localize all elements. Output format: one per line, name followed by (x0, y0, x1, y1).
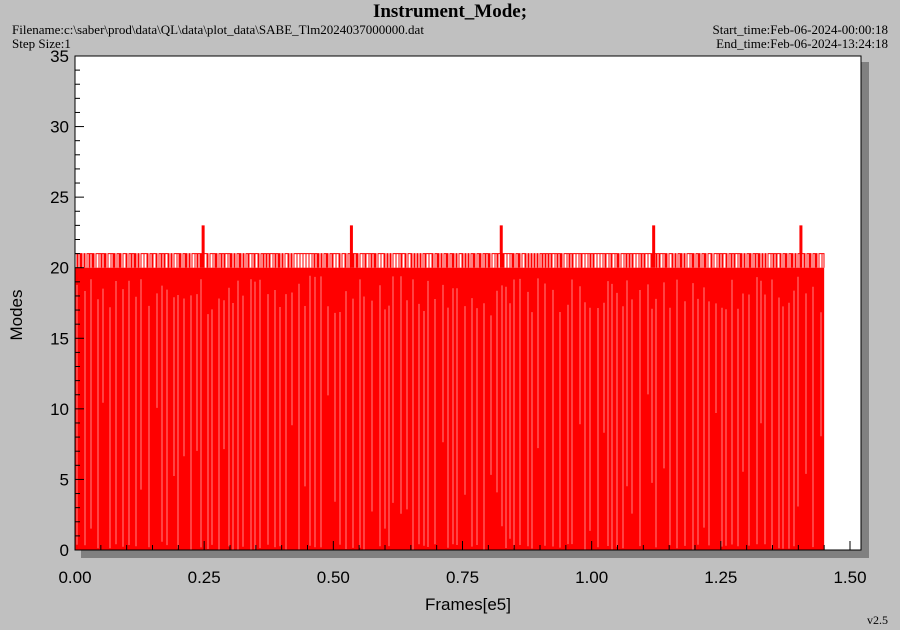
filename-label: Filename:c:\saber\prod\data\QL\data\plot… (12, 22, 424, 37)
x-axis-label: Frames[e5] (425, 595, 511, 614)
x-tick-label: 0.75 (446, 568, 479, 587)
x-tick-label: 1.25 (704, 568, 737, 587)
step-size-label: Step Size:1 (12, 36, 71, 51)
y-tick-label: 10 (50, 400, 69, 419)
series-fill (75, 267, 825, 550)
x-tick-label: 0.50 (317, 568, 350, 587)
y-tick-label: 5 (60, 470, 69, 489)
y-tick-label: 35 (50, 47, 69, 66)
y-tick-label: 25 (50, 188, 69, 207)
series-oscillation (74, 253, 825, 268)
series-spike-0 (201, 225, 205, 268)
x-tick-label: 1.00 (575, 568, 608, 587)
start-time-label: Start_time:Feb-06-2024-00:00:18 (712, 22, 888, 37)
series-spike-1 (349, 225, 353, 268)
end-time-label: End_time:Feb-06-2024-13:24:18 (716, 36, 888, 51)
series-spike-2 (499, 225, 503, 268)
series-instrument-mode (74, 225, 825, 550)
y-tick-label: 0 (60, 541, 69, 560)
y-axis-label: Modes (7, 289, 26, 340)
series-spike-4 (799, 225, 803, 268)
version-label: v2.5 (867, 613, 888, 627)
chart-title: Instrument_Mode; (372, 1, 528, 22)
x-tick-label: 1.50 (833, 568, 866, 587)
y-tick-label: 20 (50, 259, 69, 278)
x-tick-label: 0.25 (188, 568, 221, 587)
x-tick-label: 0.00 (58, 568, 91, 587)
series-gaps (76, 275, 822, 550)
y-tick-label: 15 (50, 329, 69, 348)
y-tick-label: 30 (50, 118, 69, 137)
series-spike-3 (652, 225, 656, 268)
axes: 0 5 10 15 20 25 30 35 0.00 0.25 0.50 0.75 1.00 1.25 1.… (50, 47, 866, 587)
